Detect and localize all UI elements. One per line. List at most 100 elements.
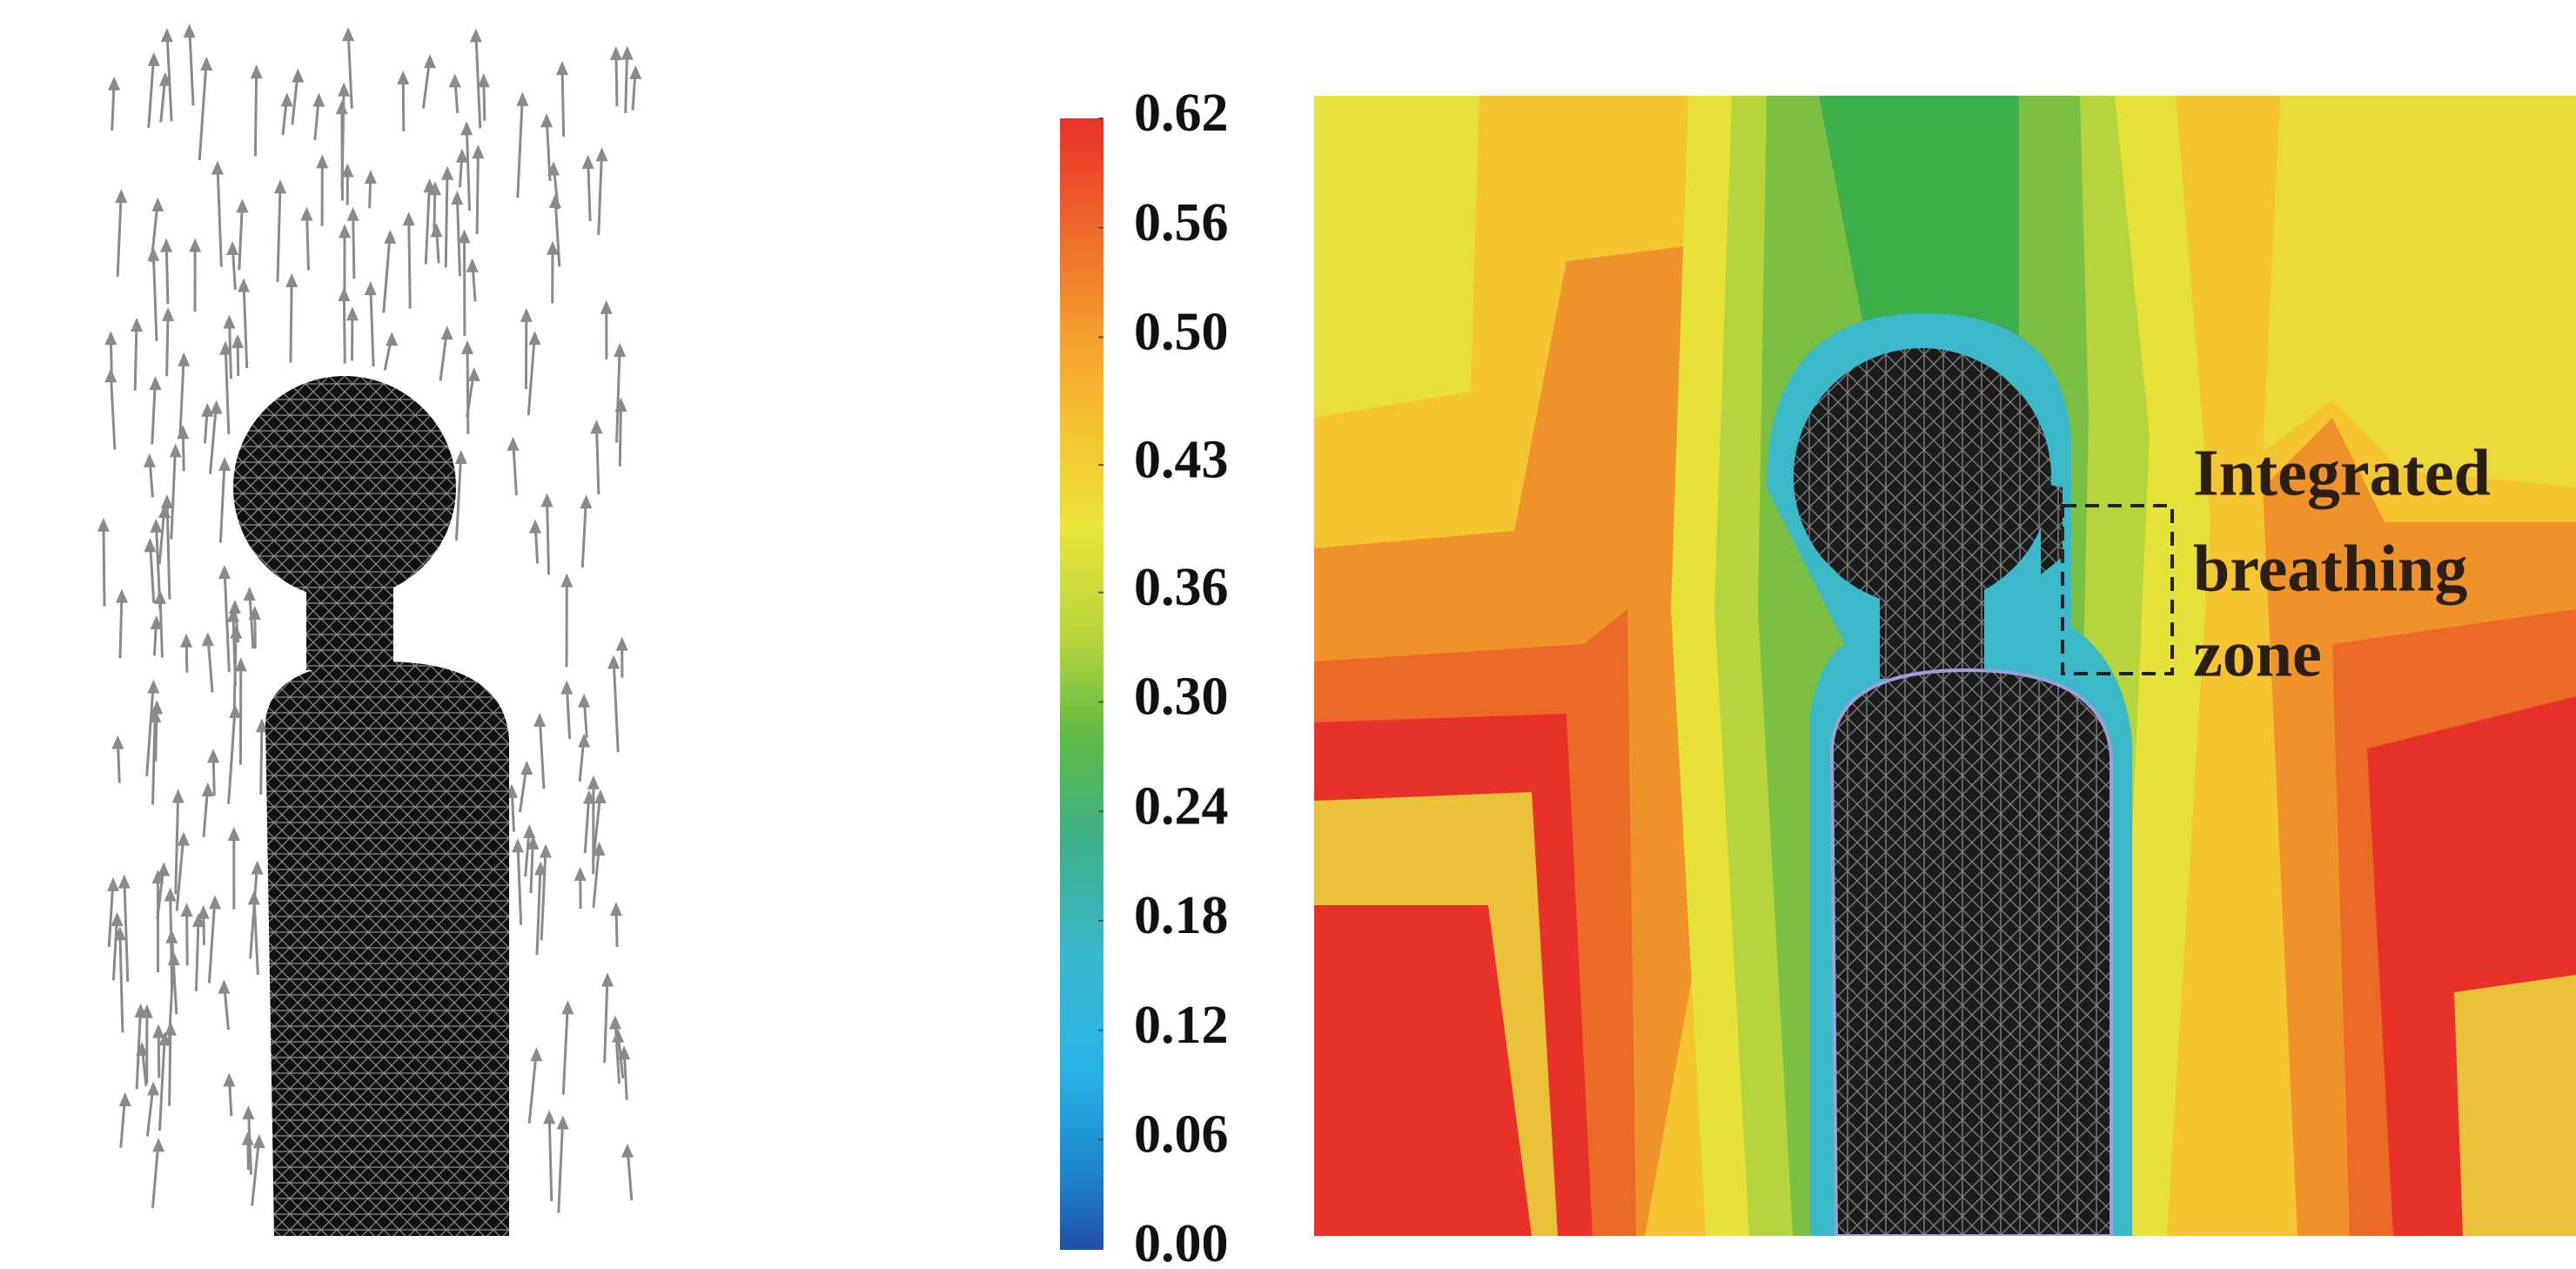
vector-head [236, 198, 249, 213]
vector-head [218, 979, 231, 994]
vector [540, 847, 547, 941]
vector-head [227, 827, 240, 842]
vector-head [131, 317, 144, 332]
vector-head [339, 224, 352, 238]
vector-head [250, 64, 263, 79]
vector-head [402, 212, 415, 226]
vector-head [523, 823, 536, 838]
vector-head [149, 708, 162, 723]
vector-head [192, 913, 205, 928]
vector-head [472, 144, 485, 159]
vector-head [578, 693, 591, 708]
vector [553, 197, 561, 267]
vector-head [455, 148, 468, 163]
vector-head [150, 518, 163, 533]
vector-head [338, 82, 351, 97]
vector-head [609, 46, 622, 61]
vector-head [555, 61, 568, 76]
vector [174, 792, 180, 895]
vector-head [428, 181, 441, 196]
vector-head [511, 838, 524, 853]
vector-head [143, 453, 156, 467]
vector-head [560, 573, 574, 588]
vector-head [364, 281, 377, 296]
vector-head [346, 206, 359, 221]
vector [175, 835, 185, 911]
vector [614, 1018, 621, 1084]
vector [624, 49, 629, 113]
vector [242, 281, 249, 369]
colorbar-tick-label: 0.62 [1134, 84, 1229, 143]
vector [218, 460, 226, 543]
annotation: breathing [2193, 532, 2467, 605]
vector-head [252, 1134, 265, 1149]
colorbar-tick-label: 0.36 [1134, 558, 1229, 617]
colorbar-tick-label: 0.24 [1134, 776, 1229, 836]
vector-head [574, 866, 587, 881]
vector-head [147, 51, 160, 66]
colorbar-tick-label: 0.18 [1134, 886, 1229, 945]
vector [612, 658, 620, 753]
vector-head [540, 843, 553, 858]
vector-head [152, 1024, 165, 1038]
vector [516, 842, 523, 925]
vector-head [527, 835, 540, 849]
vector [194, 916, 200, 991]
vector [123, 877, 130, 982]
vector-head [595, 147, 608, 162]
vector [151, 1141, 160, 1209]
vector-head [467, 366, 480, 381]
vector-head [593, 842, 606, 856]
colorbar-tick-label: 0.00 [1134, 1214, 1229, 1269]
breathing-zone-box [2061, 504, 2174, 675]
vector [188, 27, 195, 106]
vector-head [454, 449, 467, 464]
vector-head [151, 197, 164, 212]
vector [561, 1004, 569, 1095]
vector-head [218, 564, 231, 579]
vector-head [441, 165, 454, 180]
vector-head [162, 306, 175, 321]
vector-head [430, 223, 443, 238]
vector [133, 320, 138, 391]
vector-head [506, 436, 520, 451]
vector-head [160, 494, 173, 509]
vector-head [384, 229, 397, 244]
vector [465, 124, 472, 212]
vector [538, 715, 546, 789]
vector-head [342, 27, 355, 42]
vector [580, 498, 588, 568]
vector [560, 64, 566, 138]
vector [165, 310, 170, 377]
vector [251, 1137, 261, 1206]
vector [352, 210, 356, 279]
vector-head [466, 258, 479, 272]
vector-head [177, 425, 190, 440]
vector-head [177, 831, 190, 846]
vector-head [386, 332, 399, 346]
vector-head [165, 929, 178, 943]
colorbar-tick-label: 0.30 [1134, 668, 1229, 727]
vector-head [147, 1081, 160, 1096]
colorbar-tick-label: 0.06 [1134, 1105, 1229, 1165]
vector-head [607, 655, 621, 669]
vector-head [223, 314, 236, 329]
velocity-vectors [97, 24, 642, 1213]
vector-head [231, 333, 245, 348]
vector-head [234, 657, 247, 672]
vector [342, 290, 346, 364]
vector-head [528, 519, 541, 534]
vector-head [147, 679, 160, 694]
vector [587, 158, 592, 222]
vector [527, 1051, 538, 1125]
vector-head [111, 735, 124, 749]
vector [597, 151, 604, 236]
vector-head [211, 160, 224, 175]
vector-head [621, 45, 634, 60]
vector-head [534, 861, 547, 876]
vector-head [280, 92, 293, 107]
vector-head [201, 402, 214, 417]
vector-head [183, 24, 196, 38]
vector-head [255, 718, 268, 733]
vector [209, 403, 218, 474]
